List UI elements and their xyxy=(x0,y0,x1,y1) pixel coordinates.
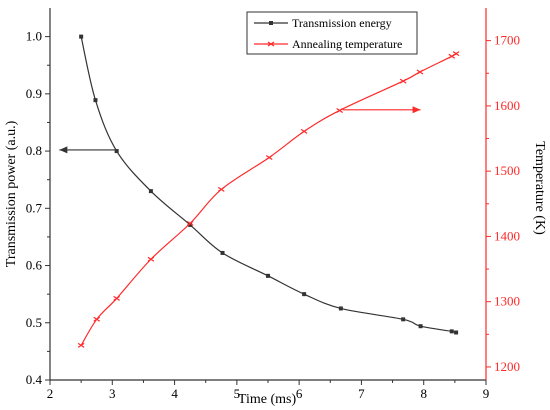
legend-label-annealing: Annealing temperature xyxy=(292,37,402,51)
data-point-annealing xyxy=(336,107,343,113)
data-point-transmission xyxy=(449,329,454,334)
axes: 2 3 4 5 6 7 8 9 0.4 0.5 0.6 0.7 0.8 0.9 1.0 1200 1300 140… xyxy=(26,8,520,401)
annotations-layer xyxy=(59,106,421,154)
legend: Transmission energy Annealing temperatur… xyxy=(246,11,418,55)
y-tick-label: 0.5 xyxy=(26,315,42,330)
data-point-transmission xyxy=(79,34,84,39)
y2-tick-label: 1700 xyxy=(494,33,520,48)
legend-label-transmission: Transmission energy xyxy=(292,16,392,30)
x-tick-label: 5 xyxy=(234,386,241,401)
y-tick-label: 0.7 xyxy=(26,200,43,215)
y2-tick-label: 1300 xyxy=(494,294,520,309)
y2-tick-label: 1600 xyxy=(494,98,520,113)
data-point-transmission xyxy=(148,189,153,194)
data-point-transmission xyxy=(338,306,343,311)
data-point-transmission xyxy=(454,330,459,335)
data-point-annealing xyxy=(186,220,194,226)
arrow-head-annealing xyxy=(412,106,421,114)
x-tick-label: 9 xyxy=(483,386,490,401)
data-point-annealing xyxy=(93,316,101,322)
y-tick-label: 0.9 xyxy=(26,86,42,101)
data-point-transmission xyxy=(188,222,193,227)
series-line-transmission xyxy=(80,36,457,334)
series-layer xyxy=(77,34,460,348)
data-point-annealing xyxy=(399,78,407,84)
x-tick-label: 2 xyxy=(47,386,54,401)
x-tick-label: 4 xyxy=(171,386,178,401)
y2-axis-label: Temperature (K) xyxy=(532,141,547,235)
data-point-annealing xyxy=(416,69,424,75)
data-point-annealing xyxy=(452,51,460,57)
data-point-transmission xyxy=(220,250,225,255)
y-tick-label: 1.0 xyxy=(26,29,42,44)
legend-marker-transmission xyxy=(269,21,273,25)
x-tick-label: 8 xyxy=(420,386,427,401)
legend-marker-annealing xyxy=(267,41,275,47)
arrow-head-transmission xyxy=(59,146,68,154)
data-point-annealing xyxy=(113,295,120,301)
data-point-transmission xyxy=(114,149,119,154)
data-point-annealing xyxy=(147,256,155,262)
x-tick-label: 6 xyxy=(296,386,303,401)
data-point-transmission xyxy=(266,273,270,278)
data-point-transmission xyxy=(401,317,406,322)
data-point-annealing xyxy=(217,186,225,192)
data-point-transmission xyxy=(302,292,307,297)
data-point-annealing xyxy=(265,154,273,160)
y-tick-label: 0.8 xyxy=(26,143,42,158)
y2-tick-label: 1500 xyxy=(494,163,520,178)
x-axis-label: Time (ms) xyxy=(238,392,297,407)
x-tick-label: 3 xyxy=(109,386,116,401)
data-point-transmission xyxy=(93,98,98,103)
y-tick-label: 0.4 xyxy=(26,372,43,387)
data-point-transmission xyxy=(418,324,423,329)
y2-tick-label: 1400 xyxy=(494,228,520,243)
y-axis-label: Transmission power (a.u.) xyxy=(4,120,19,267)
data-point-annealing xyxy=(77,342,85,348)
legend-box xyxy=(246,11,418,55)
series-line-annealing xyxy=(80,53,457,346)
y2-tick-label: 1200 xyxy=(494,359,520,374)
x-tick-label: 7 xyxy=(358,386,365,401)
y-tick-label: 0.6 xyxy=(26,258,43,273)
data-point-annealing xyxy=(300,128,308,134)
